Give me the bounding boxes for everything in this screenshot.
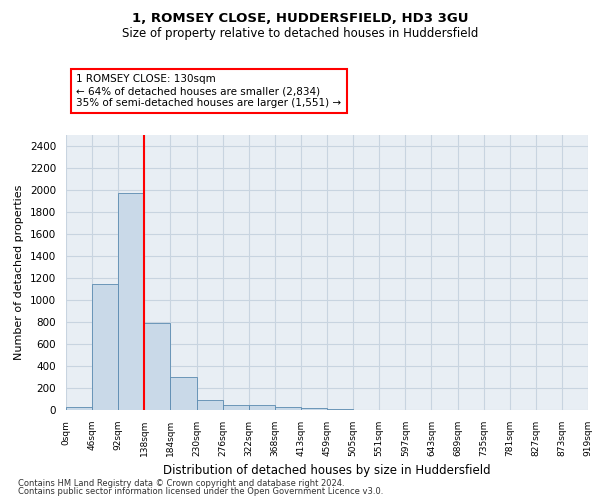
Bar (197, 400, 223, 410)
Y-axis label: Number of detached properties: Number of detached properties (14, 185, 25, 360)
Text: Contains HM Land Registry data © Crown copyright and database right 2024.: Contains HM Land Registry data © Crown c… (18, 478, 344, 488)
Bar (66, 406, 92, 410)
Text: 1, ROMSEY CLOSE, HUDDERSFIELD, HD3 3GU: 1, ROMSEY CLOSE, HUDDERSFIELD, HD3 3GU (132, 12, 468, 26)
Bar (301, 408, 327, 410)
Text: Contains public sector information licensed under the Open Government Licence v3: Contains public sector information licen… (18, 487, 383, 496)
Text: Size of property relative to detached houses in Huddersfield: Size of property relative to detached ho… (122, 28, 478, 40)
Bar (249, 404, 275, 410)
X-axis label: Distribution of detached houses by size in Huddersfield: Distribution of detached houses by size … (163, 464, 491, 477)
Text: 1 ROMSEY CLOSE: 130sqm
← 64% of detached houses are smaller (2,834)
35% of semi-: 1 ROMSEY CLOSE: 130sqm ← 64% of detached… (76, 74, 341, 108)
Bar (118, 192, 145, 410)
Bar (170, 377, 197, 410)
Bar (223, 404, 249, 410)
Bar (327, 409, 353, 410)
Bar (275, 406, 301, 410)
Bar (92, 284, 118, 410)
Bar (145, 323, 170, 410)
